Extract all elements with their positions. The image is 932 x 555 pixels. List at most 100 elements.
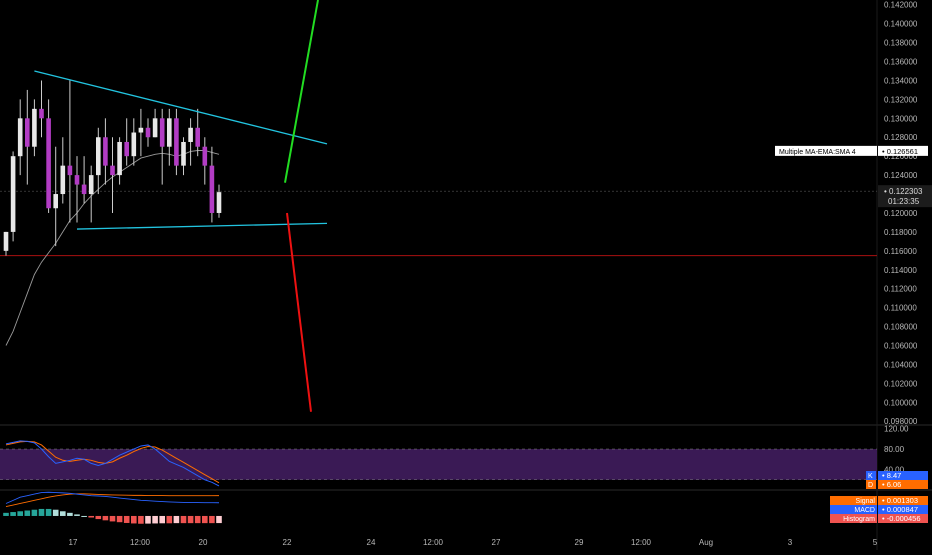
candle-body[interactable] (124, 141, 129, 157)
price-pane[interactable] (0, 0, 877, 412)
macd-signal-value-box (878, 496, 928, 505)
macd-histogram-bar (209, 515, 215, 524)
macd-histogram-bar (131, 515, 137, 524)
macd-macd-value-box (878, 505, 928, 514)
macd-macd-value: • 0.000847 (882, 505, 918, 514)
macd-histogram-bar (52, 509, 59, 516)
candle-body[interactable] (3, 231, 9, 251)
macd-histogram-bar (88, 515, 94, 518)
countdown-timer: 01:23:35 (888, 197, 920, 206)
stochastic-k-tag (866, 471, 876, 480)
time-tick-label: 17 (69, 538, 78, 547)
candle-body[interactable] (188, 127, 193, 142)
time-tick-label: Aug (699, 538, 713, 547)
macd-histogram-bar (67, 512, 73, 516)
candle-body[interactable] (202, 146, 208, 166)
macd-histogram-bar (194, 515, 201, 524)
candle-body[interactable] (216, 192, 222, 213)
macd-histogram-bar (152, 515, 158, 524)
price-tick-label: 0.112000 (884, 285, 917, 294)
macd-histogram-bar (3, 512, 9, 516)
time-tick-label: 12:00 (130, 538, 151, 547)
candle-body[interactable] (181, 141, 186, 166)
candle-body[interactable] (152, 118, 158, 138)
price-tick-label: 0.124000 (884, 171, 918, 180)
candle-body[interactable] (209, 165, 215, 213)
indicator-value-box (878, 145, 928, 156)
candle-body[interactable] (145, 127, 151, 138)
candle-body[interactable] (138, 127, 144, 133)
macd-histogram-bar (123, 515, 130, 523)
time-tick-label: 24 (367, 538, 376, 547)
candle-body[interactable] (131, 132, 137, 157)
macd-line (5, 491, 220, 504)
candle-body[interactable] (53, 194, 58, 209)
candle-body[interactable] (81, 184, 87, 195)
indicator-value: • 0.126561 (882, 147, 918, 156)
price-tick-label: 0.142000 (884, 1, 918, 10)
macd-histogram-bar (202, 515, 208, 524)
last-price-box (878, 185, 932, 208)
candle-body[interactable] (60, 165, 66, 195)
price-tick-label: 0.114000 (884, 266, 917, 275)
support-trendline[interactable] (76, 222, 328, 230)
macd-signal-tag (830, 496, 877, 505)
candle-body[interactable] (117, 141, 122, 176)
stochastic-pane[interactable] (0, 440, 877, 487)
stochastic-k-value-box (878, 471, 928, 480)
candle-body[interactable] (174, 118, 179, 166)
candle-body[interactable] (67, 165, 73, 176)
price-tick-label: 0.118000 (884, 228, 917, 237)
price-tick-label: 0.100000 (884, 398, 918, 407)
stochastic-tick-label: 80.00 (884, 445, 905, 454)
macd-pane[interactable] (3, 491, 222, 524)
candle-body[interactable] (74, 175, 80, 185)
stochastic-k-value: • 8.47 (882, 471, 901, 480)
candle-body[interactable] (39, 108, 44, 119)
axes-layer: 0.142000 0.140000 0.138000 0.136000 0.134000… (69, 1, 918, 547)
stochastic-d-value: • 6.06 (882, 480, 901, 489)
candle-body[interactable] (10, 156, 16, 232)
bullish-projection-line[interactable] (284, 0, 319, 183)
bearish-projection-line[interactable] (286, 212, 312, 412)
time-tick-label: 12:00 (631, 538, 652, 547)
labels-layer: Multiple MA-EMA:SMA 4 • 0.126561 • 0.12230… (775, 145, 932, 523)
macd-histogram-bar (31, 509, 38, 516)
macd-macd-tag (830, 505, 877, 514)
candle-body[interactable] (17, 118, 23, 157)
macd-histogram-bar (10, 512, 16, 516)
macd-histogram-bar (45, 508, 52, 516)
candle-body[interactable] (167, 118, 172, 147)
candle-body[interactable] (88, 175, 94, 195)
macd-signal-line (5, 493, 220, 508)
indicator-label-name: Multiple MA-EMA:SMA 4 (779, 149, 856, 156)
price-tick-label: 0.138000 (884, 39, 918, 48)
time-tick-label: 12:00 (423, 538, 444, 547)
price-tick-label: 0.106000 (884, 341, 918, 350)
macd-histogram-bar (95, 515, 102, 520)
macd-histogram-bar (173, 515, 180, 524)
candle-body[interactable] (96, 137, 101, 176)
resistance-trendline[interactable] (34, 70, 328, 145)
price-tick-label: 0.108000 (884, 323, 918, 332)
macd-histogram-bar (145, 515, 151, 524)
macd-histogram-bar (187, 515, 194, 524)
candle-body[interactable] (110, 165, 115, 176)
stochastic-k-line (5, 440, 220, 487)
macd-histogram-bar (24, 510, 31, 516)
price-tick-label: 0.098000 (884, 417, 918, 426)
candle-body[interactable] (25, 118, 30, 147)
macd-histogram-bar (116, 515, 123, 523)
price-tick-label: 0.102000 (884, 379, 918, 388)
candle-body[interactable] (159, 118, 165, 147)
stochastic-d-tag (866, 480, 876, 489)
stochastic-k-label: K (868, 473, 873, 480)
macd-macd-label: MACD (854, 507, 875, 514)
candle-body[interactable] (103, 137, 108, 166)
candle-body[interactable] (195, 127, 200, 147)
candle-body[interactable] (32, 108, 37, 147)
candle-body[interactable] (46, 118, 51, 209)
price-tick-label: 0.110000 (884, 304, 917, 313)
price-tick-label: 0.132000 (884, 95, 918, 104)
